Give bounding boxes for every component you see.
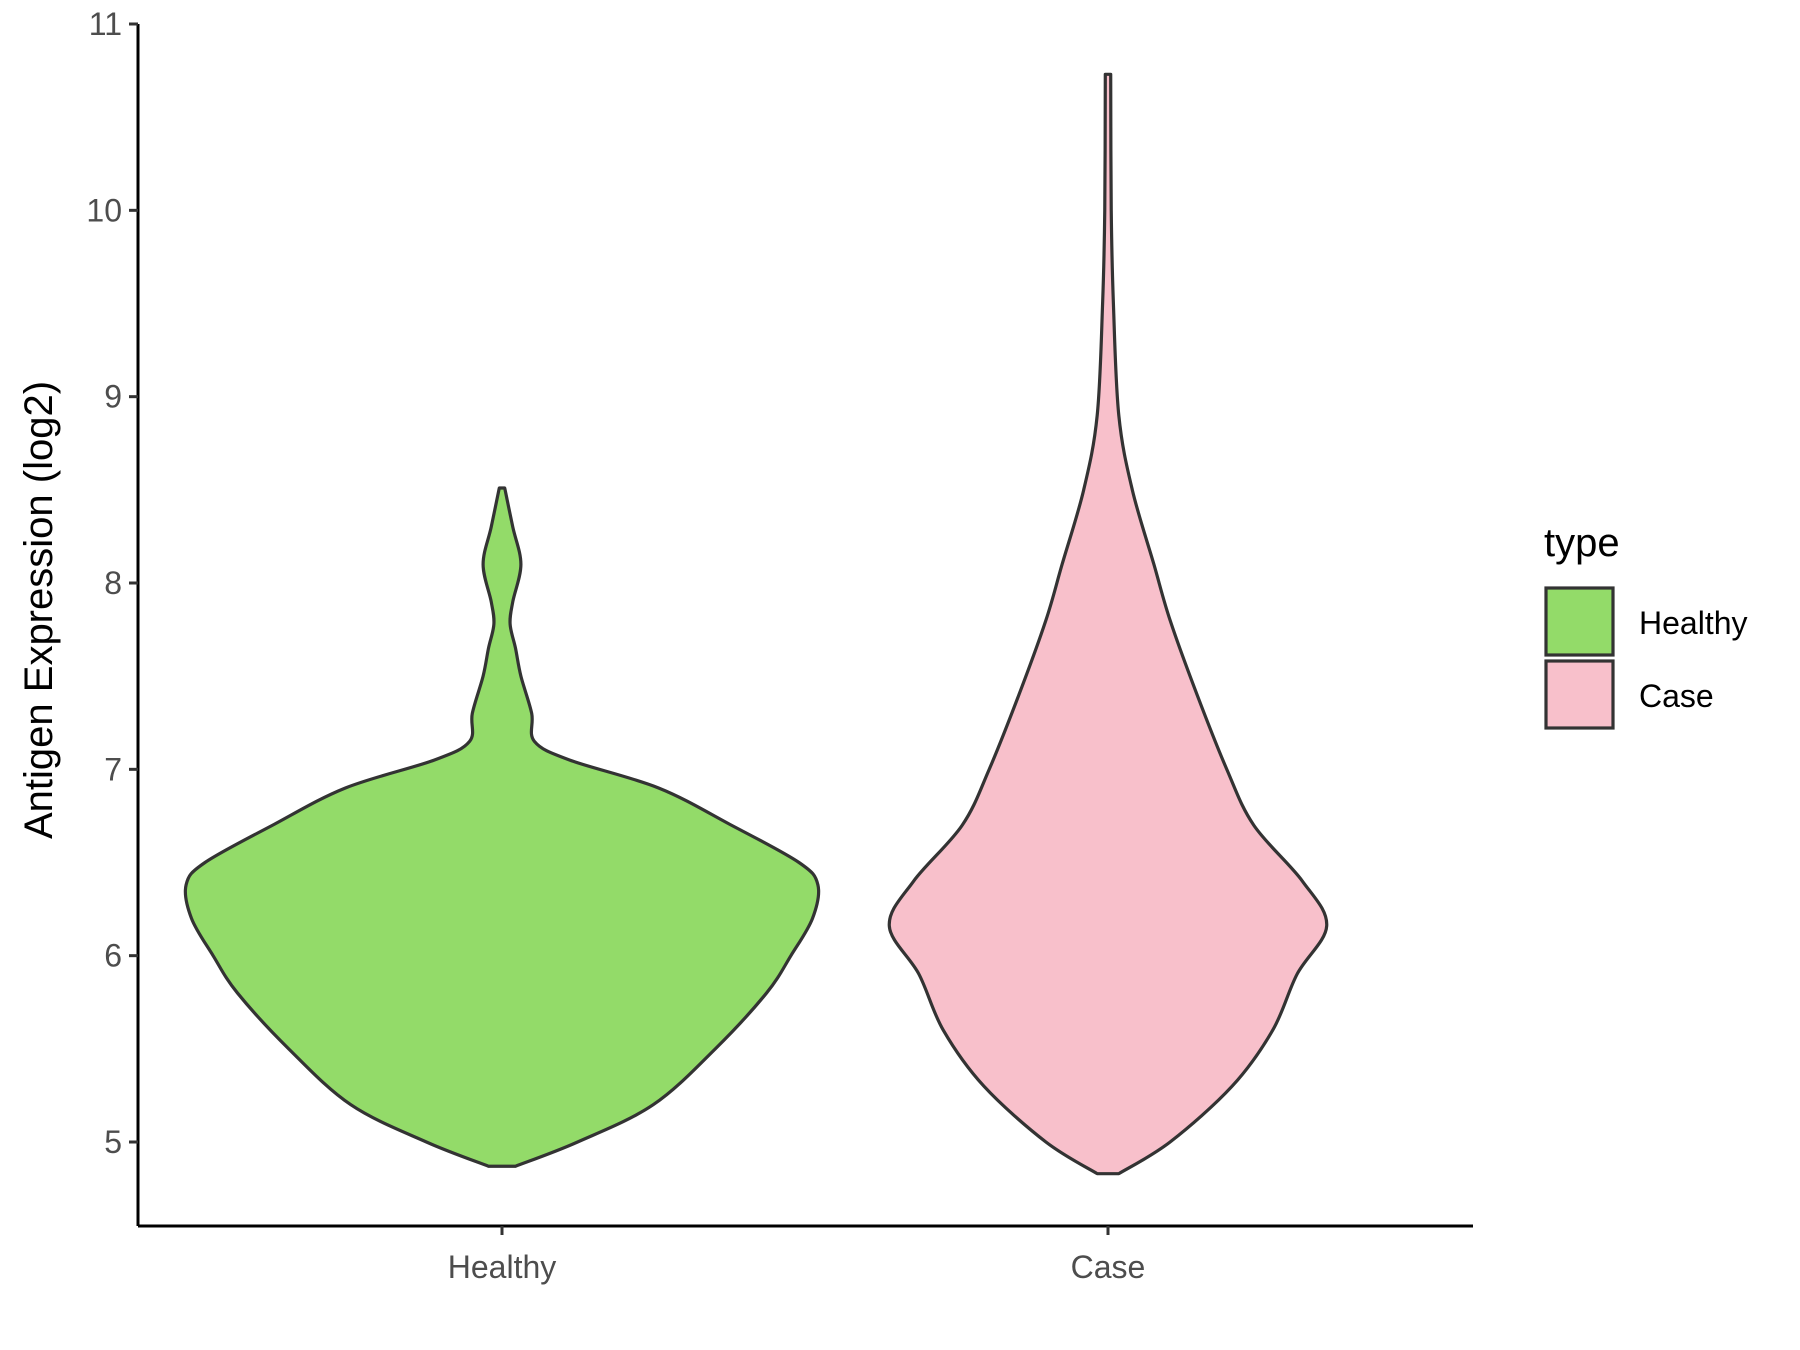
legend-label-healthy: Healthy xyxy=(1639,605,1748,641)
y-axis-ticks: 5 6 7 8 9 10 11 xyxy=(86,6,138,1160)
violin-layer xyxy=(183,72,1329,1176)
y-tick-label: 11 xyxy=(89,6,122,42)
y-tick-label: 7 xyxy=(104,751,122,787)
x-axis-ticks: Healthy Case xyxy=(448,1226,1146,1285)
legend-title: type xyxy=(1544,521,1620,565)
legend-label-case: Case xyxy=(1639,678,1714,714)
violin-healthy xyxy=(183,486,821,1168)
x-tick-label: Case xyxy=(1071,1249,1146,1285)
y-axis-title: Antigen Expression (log2) xyxy=(17,381,61,839)
y-tick-label: 5 xyxy=(104,1124,122,1160)
y-tick-label: 8 xyxy=(104,565,122,601)
legend: type Healthy Case xyxy=(1544,521,1748,730)
violin-case xyxy=(887,72,1329,1176)
y-tick-label: 9 xyxy=(104,379,122,415)
x-tick-label: Healthy xyxy=(448,1249,557,1285)
legend-swatch-case xyxy=(1544,659,1615,730)
y-tick-label: 6 xyxy=(104,938,122,974)
legend-swatch-healthy xyxy=(1544,586,1615,657)
y-tick-label: 10 xyxy=(86,192,122,228)
axes-layer xyxy=(136,24,1473,1228)
